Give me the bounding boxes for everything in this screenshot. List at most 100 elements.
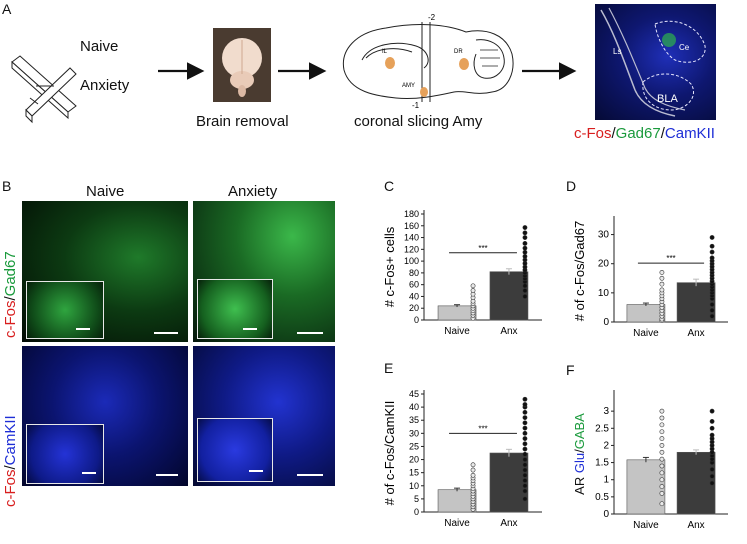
y-tick-label: 0 <box>603 509 609 520</box>
data-point <box>522 245 528 251</box>
inset-naive-camkii <box>26 424 104 484</box>
data-point <box>522 235 528 240</box>
y-axis-label-part: GABA <box>572 413 587 449</box>
data-point <box>522 436 528 441</box>
data-point <box>522 415 528 420</box>
data-point <box>522 488 528 494</box>
y-tick-label: 0 <box>414 507 419 517</box>
y-tick-label: 20 <box>409 303 419 313</box>
data-point <box>659 408 665 414</box>
y-tick-label: 40 <box>409 402 419 412</box>
data-point <box>522 254 528 259</box>
coronal-slicing-label: coronal slicing Amy <box>354 113 483 130</box>
y-tick-label: 15 <box>409 468 419 478</box>
data-point <box>470 283 476 289</box>
chart-d-cfos-gad67: 0 10 20 30 # of c-Fos/Gad67 Naive Anx *** <box>572 216 728 339</box>
y-tick-label: 0 <box>414 315 419 325</box>
data-point <box>709 432 715 438</box>
data-point <box>522 472 528 478</box>
y-tick-label: 5 <box>414 494 419 504</box>
data-point <box>470 462 476 468</box>
data-point <box>659 484 665 489</box>
scale-bar <box>297 474 323 476</box>
column-anxiety-label: Anxiety <box>228 183 278 200</box>
y-tick-label: 100 <box>404 256 419 266</box>
data-point <box>709 480 715 486</box>
x-category-label: Naive <box>444 518 470 529</box>
data-point <box>522 396 528 402</box>
x-category-label: Naive <box>444 326 470 337</box>
data-point <box>709 467 715 472</box>
data-point <box>659 281 665 287</box>
bar-anx <box>489 271 529 321</box>
row1-cfos: c-Fos <box>2 300 19 339</box>
row1-gad67: Gad67 <box>2 251 19 297</box>
y-tick-label: 1 <box>603 475 609 486</box>
data-point <box>659 491 665 496</box>
data-point <box>470 467 476 473</box>
bregma-bottom-label: -1 <box>412 101 420 110</box>
x-category-label: Anx <box>687 520 704 531</box>
data-point <box>709 408 715 414</box>
data-point <box>709 249 715 255</box>
inset-anxiety-gad67 <box>197 279 273 339</box>
data-point <box>709 419 715 424</box>
y-tick-label: 60 <box>409 280 419 290</box>
y-tick-label: 30 <box>409 428 419 438</box>
x-category-label: Anx <box>500 326 517 337</box>
y-tick-label: 2.5 <box>595 423 609 434</box>
ce-region-label: Ce <box>679 43 690 52</box>
data-point <box>659 443 665 448</box>
data-point <box>470 288 476 293</box>
x-category-label: Naive <box>633 520 659 531</box>
y-axis-label-part: AR <box>572 473 587 495</box>
il-label: IL <box>382 49 388 55</box>
data-point <box>522 225 528 230</box>
data-point <box>709 313 715 319</box>
micrograph-anxiety-gad67 <box>193 201 335 342</box>
significance-stars: *** <box>478 244 487 253</box>
y-tick-label: 25 <box>409 441 419 451</box>
stain-cfos: c-Fos <box>574 125 612 142</box>
y-tick-label: 120 <box>404 244 419 254</box>
data-point <box>709 255 715 261</box>
amy-label: AMY <box>402 83 415 89</box>
brain-removal-label: Brain removal <box>196 113 289 130</box>
stain-legend: c-Fos/Gad67/CamKII <box>574 125 715 142</box>
inset-scale-bar <box>76 328 90 330</box>
data-point <box>659 422 665 428</box>
data-point <box>659 501 665 507</box>
y-tick-label: 20 <box>409 455 419 465</box>
micrograph-naive-camkii <box>22 346 188 486</box>
data-point <box>709 307 715 313</box>
data-point <box>522 483 528 489</box>
y-tick-label: 40 <box>409 291 419 301</box>
data-point <box>522 446 528 452</box>
inset-scale-bar <box>249 470 263 472</box>
data-point <box>522 467 528 473</box>
data-point <box>709 302 715 307</box>
y-tick-label: 20 <box>598 259 610 270</box>
x-category-label: Anx <box>687 328 704 339</box>
y-tick-label: 10 <box>409 481 419 491</box>
row2-camkii: CamKII <box>2 415 19 466</box>
panel-letter-c: C <box>384 178 395 194</box>
data-point <box>522 249 528 255</box>
data-point <box>522 230 528 236</box>
data-point <box>659 470 665 476</box>
data-point <box>522 457 528 462</box>
data-point <box>522 496 528 502</box>
inset-scale-bar <box>82 472 96 474</box>
x-category-label: Anx <box>500 518 517 529</box>
scale-bar <box>297 332 323 334</box>
dr-label: DR <box>454 49 463 55</box>
y-tick-label: 160 <box>404 221 419 231</box>
significance-stars: *** <box>666 254 675 263</box>
data-point <box>659 463 665 469</box>
data-point <box>522 402 528 407</box>
data-point <box>709 243 715 249</box>
data-point <box>659 429 665 435</box>
bar-naive <box>626 304 666 323</box>
panel-letter-f: F <box>566 362 575 378</box>
